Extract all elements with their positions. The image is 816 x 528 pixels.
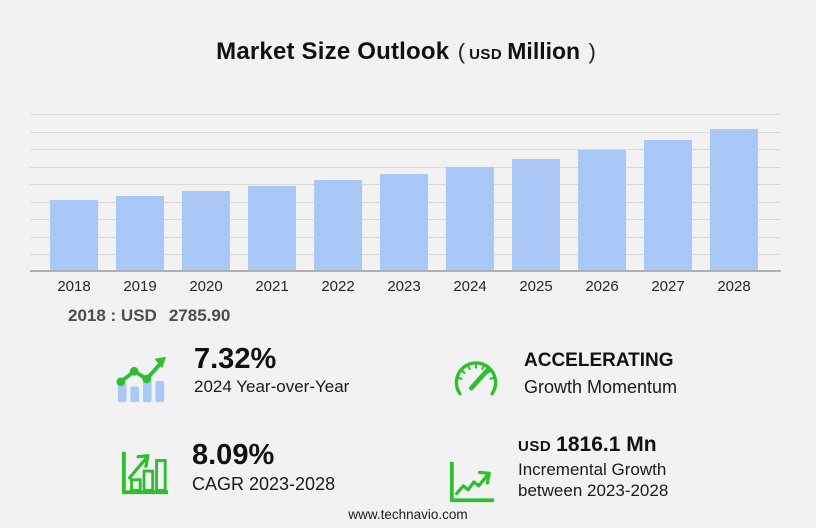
line-growth-icon — [446, 458, 498, 511]
x-tick-label-2027: 2027 — [651, 278, 685, 295]
gridline — [30, 149, 781, 151]
x-axis-line — [30, 270, 781, 272]
footer: www.technavio.com — [0, 506, 816, 524]
yoy-label: 2024 Year-over-Year — [194, 377, 350, 397]
bar-2019 — [116, 195, 164, 270]
bar-2025 — [512, 158, 560, 270]
stat-momentum: ACCELERATING Growth Momentum — [448, 350, 677, 403]
growth-chart-icon — [118, 448, 172, 503]
x-tick-label-2026: 2026 — [585, 278, 619, 295]
bar-2028 — [710, 128, 758, 270]
stat-incremental: USD 1816.1 Mn Incremental Growth between … — [446, 433, 668, 511]
stat-yoy: 7.32% 2024 Year-over-Year — [112, 344, 349, 409]
stat-cagr: 8.09% CAGR 2023-2028 — [118, 440, 335, 503]
x-tick-label-2023: 2023 — [387, 278, 421, 295]
gridline — [30, 114, 781, 115]
bar-2027 — [644, 139, 692, 270]
x-tick-label-2025: 2025 — [519, 278, 553, 295]
page-title: Market Size Outlook (USD Million ) — [0, 38, 816, 66]
x-tick-label-2028: 2028 — [717, 278, 751, 295]
incremental-label-line2: between 2023-2028 — [518, 480, 669, 500]
x-tick-label-2024: 2024 — [453, 278, 487, 295]
incremental-currency: USD — [518, 438, 552, 455]
x-tick-label-2018: 2018 — [57, 278, 91, 295]
title-text: Market Size Outlook — [216, 38, 450, 65]
title-currency: USD — [469, 46, 503, 63]
gridline — [30, 166, 781, 168]
x-tick-label-2021: 2021 — [255, 278, 289, 295]
cagr-label: CAGR 2023-2028 — [192, 474, 336, 495]
base-year-annotation: 2018 : USD 2785.90 — [68, 306, 230, 326]
incremental-value: USD 1816.1 Mn — [518, 433, 657, 456]
momentum-label: Growth Momentum — [524, 376, 678, 397]
bar-2018 — [50, 200, 98, 270]
bar-2021 — [248, 186, 296, 270]
title-paren-open: ( — [457, 39, 466, 64]
bar-2020 — [182, 191, 230, 270]
speedometer-icon — [448, 354, 504, 403]
bar-chart: 2018 2019 2020 2021 2022 2023 2024 2025 2026 2027… — [30, 114, 781, 295]
incremental-label-line1: Incremental Growth — [518, 460, 667, 480]
bar-2024 — [446, 167, 494, 270]
bar-2022 — [314, 180, 362, 270]
annotation-value: 2785.90 — [168, 306, 231, 325]
cagr-value: 8.09% — [192, 439, 275, 471]
x-tick-label-2022: 2022 — [321, 278, 355, 295]
gridline — [30, 131, 781, 133]
title-paren-close: ) — [588, 39, 596, 64]
bar-2026 — [578, 149, 626, 270]
x-tick-label-2019: 2019 — [123, 278, 157, 295]
bar-trend-icon — [112, 352, 170, 409]
yoy-value: 7.32% — [194, 343, 277, 375]
x-tick-label-2020: 2020 — [189, 278, 223, 295]
title-unit: Million — [507, 38, 581, 64]
momentum-value: ACCELERATING — [524, 350, 674, 371]
footer-url[interactable]: www.technavio.com — [348, 507, 468, 522]
bar-2023 — [380, 174, 428, 270]
annotation-label: 2018 : USD — [68, 306, 157, 325]
